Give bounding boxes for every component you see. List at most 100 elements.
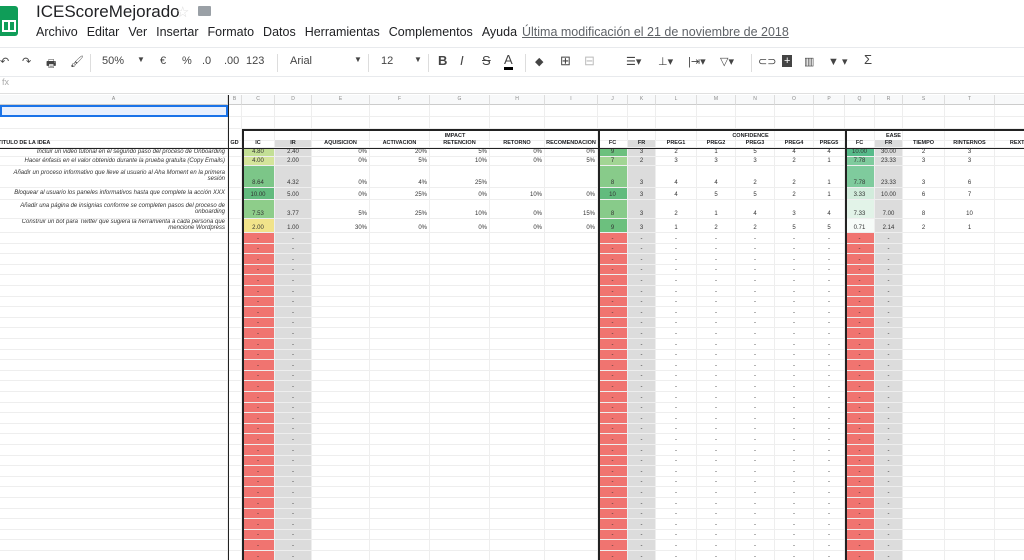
empty-cell[interactable]: -	[814, 445, 845, 456]
empty-cell[interactable]: -	[875, 392, 903, 403]
empty-cell[interactable]	[490, 296, 545, 308]
empty-cell[interactable]: -	[736, 381, 775, 392]
empty-cell[interactable]: -	[775, 423, 814, 435]
empty-cell[interactable]	[945, 402, 995, 414]
empty-cell[interactable]: -	[628, 540, 656, 551]
empty-cell[interactable]	[0, 264, 228, 276]
empty-cell[interactable]	[995, 509, 1024, 520]
empty-cell[interactable]: -	[598, 445, 628, 456]
empty-cell[interactable]: -	[242, 381, 275, 392]
empty-cell[interactable]: -	[598, 286, 628, 297]
empty-cell[interactable]	[430, 275, 490, 286]
column-title[interactable]: PREG5	[814, 140, 845, 148]
empty-cell[interactable]: -	[628, 551, 656, 560]
empty-cell[interactable]: -	[598, 413, 628, 424]
empty-cell[interactable]: -	[814, 360, 845, 371]
empty-cell[interactable]: -	[628, 233, 656, 244]
column-title[interactable]: PREG1	[656, 140, 697, 148]
empty-cell[interactable]: -	[845, 254, 875, 265]
empty-cell[interactable]	[0, 360, 228, 371]
empty-cell[interactable]	[0, 529, 228, 541]
score-cell[interactable]: 8	[598, 200, 628, 219]
score-cell[interactable]: 3	[775, 200, 814, 219]
empty-cell[interactable]	[903, 328, 945, 339]
score-cell[interactable]: 30%	[312, 219, 370, 233]
empty-cell[interactable]	[312, 519, 370, 530]
empty-cell[interactable]	[0, 233, 228, 244]
empty-cell[interactable]	[430, 105, 490, 117]
empty-cell[interactable]	[995, 434, 1024, 445]
empty-cell[interactable]	[370, 370, 430, 382]
empty-cell[interactable]	[312, 498, 370, 509]
empty-cell[interactable]: -	[875, 275, 903, 286]
zoom-select[interactable]: 50%	[102, 55, 125, 67]
empty-cell[interactable]: -	[775, 498, 814, 509]
empty-cell[interactable]	[903, 455, 945, 467]
empty-cell[interactable]	[945, 264, 995, 276]
score-cell[interactable]: 0.71	[845, 219, 875, 233]
empty-cell[interactable]: -	[275, 508, 312, 520]
empty-cell[interactable]	[903, 529, 945, 541]
score-cell[interactable]	[995, 148, 1024, 157]
score-cell[interactable]	[995, 219, 1024, 233]
empty-cell[interactable]	[430, 317, 490, 329]
empty-cell[interactable]	[628, 117, 656, 129]
empty-cell[interactable]: -	[242, 317, 275, 329]
column-title[interactable]: AQUISICIÓN	[312, 140, 370, 148]
empty-cell[interactable]: -	[628, 529, 656, 541]
score-cell[interactable]: 2.40	[275, 148, 312, 157]
score-cell[interactable]: 1	[697, 148, 736, 157]
empty-cell[interactable]	[370, 529, 430, 541]
empty-cell[interactable]: -	[875, 498, 903, 509]
empty-cell[interactable]	[545, 296, 598, 308]
column-title[interactable]: FC	[598, 140, 628, 148]
empty-cell[interactable]: -	[845, 370, 875, 382]
empty-cell[interactable]: -	[242, 233, 275, 244]
empty-cell[interactable]: -	[275, 254, 312, 265]
empty-cell[interactable]	[945, 423, 995, 435]
empty-cell[interactable]	[370, 423, 430, 435]
empty-cell[interactable]	[656, 105, 697, 117]
empty-cell[interactable]	[545, 264, 598, 276]
empty-cell[interactable]: -	[845, 423, 875, 435]
empty-cell[interactable]	[312, 476, 370, 488]
empty-cell[interactable]: -	[875, 551, 903, 560]
empty-cell[interactable]: -	[656, 529, 697, 541]
empty-cell[interactable]	[275, 117, 312, 129]
empty-cell[interactable]: -	[697, 423, 736, 435]
empty-cell[interactable]: -	[697, 445, 736, 456]
score-cell[interactable]: 4	[697, 166, 736, 188]
empty-cell[interactable]: -	[875, 423, 903, 435]
font-size-select[interactable]: 12	[381, 55, 394, 67]
score-cell[interactable]	[228, 157, 242, 166]
score-cell[interactable]: 2.14	[875, 219, 903, 233]
menu-complementos[interactable]: Complementos	[388, 25, 473, 39]
score-cell[interactable]	[228, 188, 242, 200]
empty-cell[interactable]: -	[628, 434, 656, 445]
empty-cell[interactable]	[242, 129, 275, 141]
empty-cell[interactable]: -	[275, 360, 312, 371]
empty-cell[interactable]	[370, 508, 430, 520]
empty-cell[interactable]	[228, 529, 242, 541]
empty-cell[interactable]: -	[697, 487, 736, 498]
empty-cell[interactable]: -	[814, 529, 845, 541]
score-cell[interactable]: 7.78	[845, 157, 875, 166]
empty-cell[interactable]	[228, 286, 242, 297]
empty-cell[interactable]	[903, 487, 945, 498]
empty-cell[interactable]	[945, 445, 995, 456]
empty-cell[interactable]: -	[242, 264, 275, 276]
empty-cell[interactable]	[903, 392, 945, 403]
empty-cell[interactable]	[545, 498, 598, 509]
empty-cell[interactable]	[0, 328, 228, 339]
score-cell[interactable]	[995, 188, 1024, 200]
empty-cell[interactable]: -	[845, 275, 875, 286]
empty-cell[interactable]	[0, 540, 228, 551]
empty-cell[interactable]: -	[875, 402, 903, 414]
column-header-J[interactable]: J	[598, 95, 628, 105]
empty-cell[interactable]	[430, 117, 490, 129]
empty-cell[interactable]	[430, 423, 490, 435]
empty-cell[interactable]: -	[598, 551, 628, 560]
empty-cell[interactable]: -	[736, 529, 775, 541]
empty-cell[interactable]	[370, 476, 430, 488]
empty-cell[interactable]: -	[775, 434, 814, 445]
